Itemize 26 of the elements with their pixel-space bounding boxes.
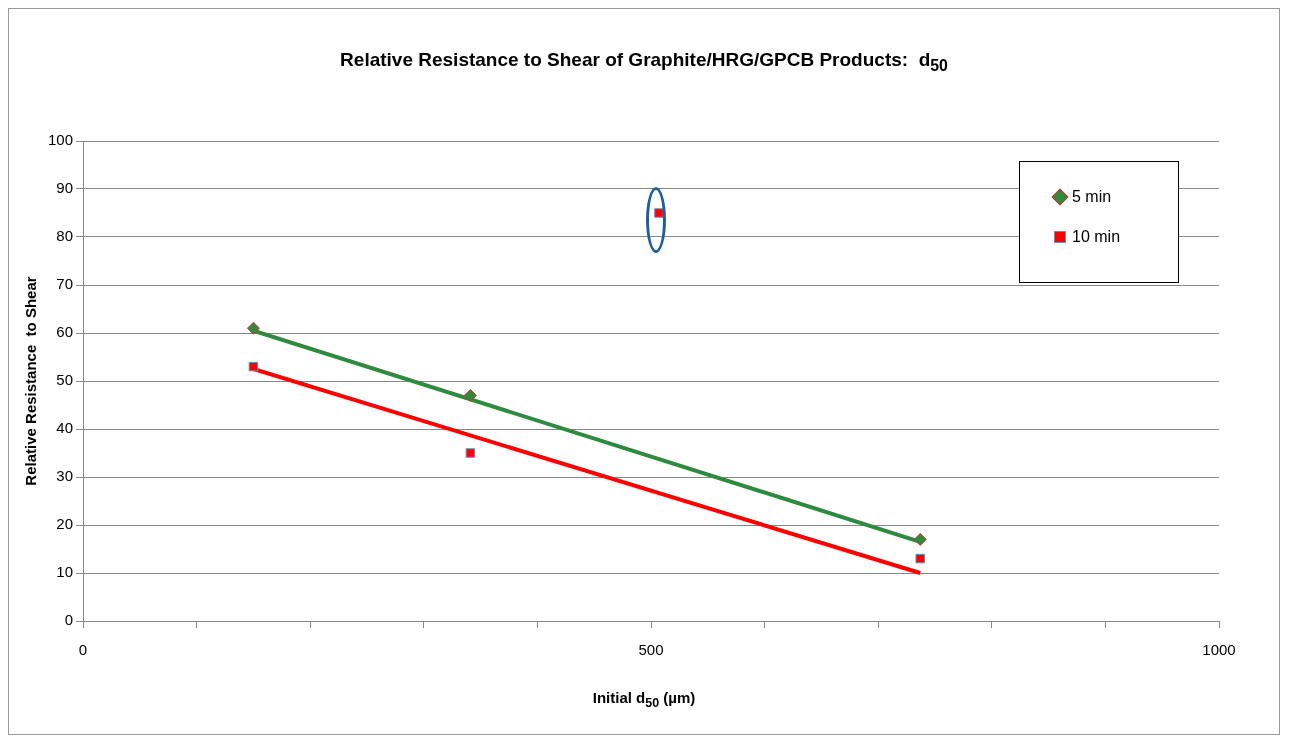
y-axis-title: Relative Resistance to Shear [22,276,40,486]
point [248,361,259,372]
y-tick-label: 100 [48,131,74,149]
y-tick-label: 80 [56,227,74,245]
point [465,448,476,458]
legend-label: 10 min [1072,228,1121,246]
y-tick-label: 60 [56,323,74,341]
y-tick-label: 90 [56,179,74,197]
chart-title: Relative Resistance to Shear of Graphite/HRG/GPCB Products: d$_{50}$ [339,49,949,75]
y-tick-label: 0 [64,611,74,629]
point [915,553,925,564]
x-tick-label: 1000 [1202,641,1236,659]
legend-label: 5 min [1072,188,1112,206]
y-tick-label: 20 [56,515,74,533]
y-tick-label: 30 [56,467,74,485]
point [246,321,260,335]
y-tick-label: 40 [56,419,74,437]
y-tick-label: 10 [56,563,74,581]
x-tick-label: 0 [78,641,88,659]
point [654,208,664,218]
point [463,388,477,402]
x-tick-label: 500 [638,641,664,659]
y-tick-label: 70 [56,275,74,293]
point [913,532,927,546]
y-tick-label: 50 [56,371,74,389]
x-axis-title: Initial d$_{50}$ (µm) [591,689,697,710]
